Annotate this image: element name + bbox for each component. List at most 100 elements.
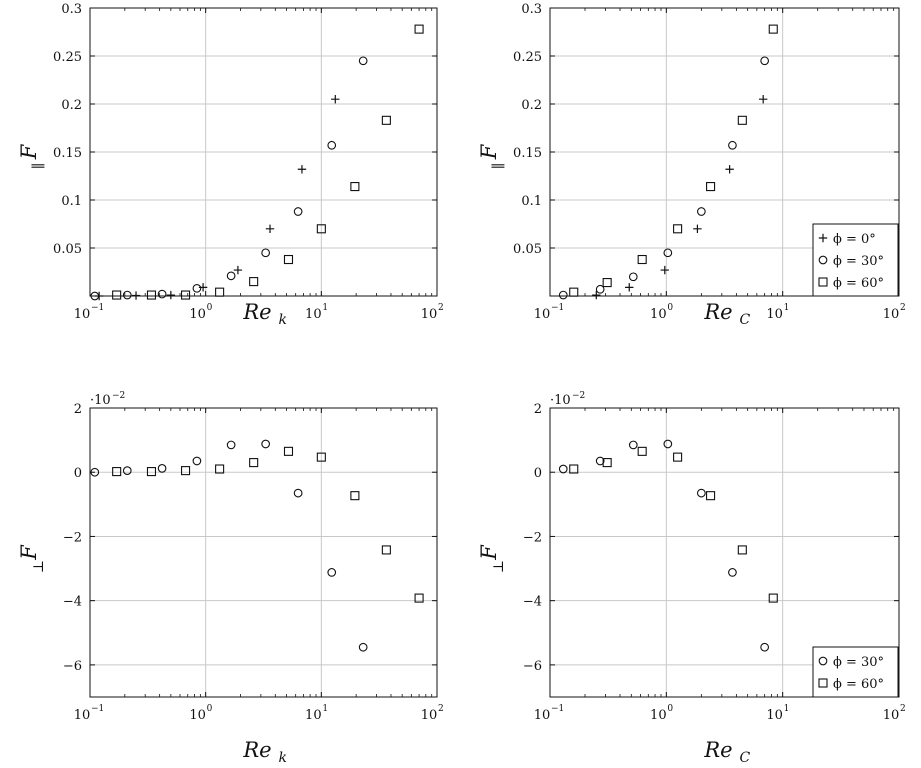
x-tick-exponent: −1: [551, 704, 564, 714]
data-point-square: [381, 115, 391, 125]
data-point-square: [737, 545, 747, 555]
y-tick-label: −4: [63, 595, 82, 610]
data-point-square: [249, 458, 259, 468]
legend-marker-plus: [818, 233, 828, 243]
x-tick-mantissa: 10: [74, 307, 91, 322]
x-tick-exponent: 0: [667, 704, 673, 714]
x-axis-label: Re: [242, 738, 271, 762]
legend-label: ϕ = 30°: [833, 655, 884, 670]
x-tick-exponent: 2: [438, 303, 444, 313]
x-tick-label: 10: [650, 307, 667, 322]
legend-label: ϕ = 60°: [833, 677, 884, 692]
y-tick-label: −2: [523, 530, 542, 545]
x-tick-label: 10: [305, 708, 322, 723]
y-axis-label-subscript: ⊥: [491, 560, 507, 573]
data-point-plus: [265, 224, 275, 233]
panel-bottom-right: 10 −1 10 0 10 1 10 2−6−4−202·10 −2Re CF⊥ϕ = 30°ϕ …: [477, 391, 906, 766]
legend: ϕ = 30° ϕ = 60°: [812, 646, 899, 698]
x-tick-exponent: −1: [91, 704, 104, 714]
data-point-square: [768, 593, 778, 603]
data-point-circle: [157, 464, 167, 473]
y-multiplier: ·10: [550, 393, 571, 408]
data-point-square: [637, 446, 647, 456]
data-point-plus: [660, 265, 669, 275]
data-point-square: [180, 466, 191, 476]
x-tick-label: 10: [766, 708, 783, 723]
data-point-square: [350, 491, 360, 501]
data-point-circle: [728, 568, 737, 577]
y-tick-label: 0.05: [53, 242, 82, 257]
data-point-square: [706, 491, 716, 501]
data-point-plus: [94, 291, 104, 301]
data-point-square: [283, 446, 294, 456]
x-tick-exponent: 0: [207, 704, 213, 714]
legend-label: ϕ = 30°: [833, 254, 884, 269]
x-axis-label: Re: [703, 300, 732, 324]
data-point-square: [112, 290, 122, 300]
legend-marker-circle: [818, 656, 828, 666]
series-square: [112, 446, 424, 603]
x-tick-mantissa: 10: [74, 708, 91, 723]
y-axis-label: F: [17, 544, 41, 561]
x-tick-mantissa: 10: [766, 307, 783, 322]
x-tick-exponent: 1: [322, 303, 328, 313]
y-multiplier: ·10: [90, 393, 111, 408]
x-axis-label: Re: [703, 738, 732, 762]
x-tick-mantissa: 10: [650, 307, 667, 322]
data-point-square: [414, 593, 424, 603]
series-square: [112, 24, 424, 300]
y-axis-label-subscript: ∥: [31, 163, 47, 169]
y-tick-label: 0.1: [521, 194, 542, 209]
data-point-square: [316, 224, 326, 234]
x-axis-label-subscript: C: [740, 750, 751, 766]
legend-label: ϕ = 60°: [833, 276, 884, 291]
series-circle: [558, 439, 769, 652]
x-tick-label: 10: [74, 708, 91, 723]
y-tick-label: 2: [74, 402, 82, 417]
x-tick-mantissa: 10: [534, 307, 551, 322]
x-tick-exponent: 1: [784, 303, 790, 313]
data-point-circle: [293, 207, 303, 216]
y-tick-label: 0: [74, 466, 82, 481]
x-tick-exponent: 1: [322, 704, 328, 714]
data-point-square: [146, 290, 157, 300]
x-tick-mantissa: 10: [305, 307, 322, 322]
data-point-circle: [663, 439, 673, 449]
y-tick-label: 0.25: [513, 50, 542, 65]
y-tick-label: 2: [534, 402, 542, 417]
y-tick-label: −6: [63, 659, 82, 674]
data-point-square: [673, 224, 683, 234]
data-point-circle: [760, 56, 769, 66]
data-point-circle: [327, 140, 337, 150]
x-tick-mantissa: 10: [189, 708, 206, 723]
y-tick-label: 0.3: [61, 2, 82, 17]
x-tick-mantissa: 10: [189, 307, 206, 322]
x-tick-label: 10: [534, 307, 551, 322]
x-tick-exponent: 1: [784, 704, 790, 714]
series-circle: [558, 56, 769, 300]
data-point-square: [414, 24, 424, 34]
data-point-plus: [625, 283, 634, 292]
x-tick-mantissa: 10: [421, 708, 438, 723]
y-tick-label: 0.15: [53, 146, 82, 161]
data-point-square: [316, 452, 326, 462]
x-tick-label: 10: [74, 307, 91, 322]
data-point-circle: [663, 248, 673, 258]
y-tick-label: 0.2: [61, 98, 82, 113]
data-point-circle: [358, 642, 368, 652]
data-point-circle: [628, 272, 638, 282]
data-point-circle: [558, 290, 568, 300]
data-point-circle: [157, 289, 167, 299]
data-point-circle: [261, 439, 270, 449]
legend-box: [812, 646, 899, 698]
panel-bottom-left: 10 −1 10 0 10 1 10 2−6−4−202·10 −2Re kF⊥: [17, 391, 444, 766]
y-tick-label: 0.15: [513, 146, 542, 161]
x-tick-label: 10: [766, 307, 783, 322]
x-tick-mantissa: 10: [534, 708, 551, 723]
panel-top-right: 10 −1 10 0 10 1 10 20.050.10.150.20.250.3Re CF∥ϕ…: [477, 2, 906, 328]
y-axis-label: F: [477, 544, 501, 561]
data-point-square: [381, 545, 391, 555]
data-point-circle: [558, 464, 568, 474]
x-tick-mantissa: 10: [766, 708, 783, 723]
